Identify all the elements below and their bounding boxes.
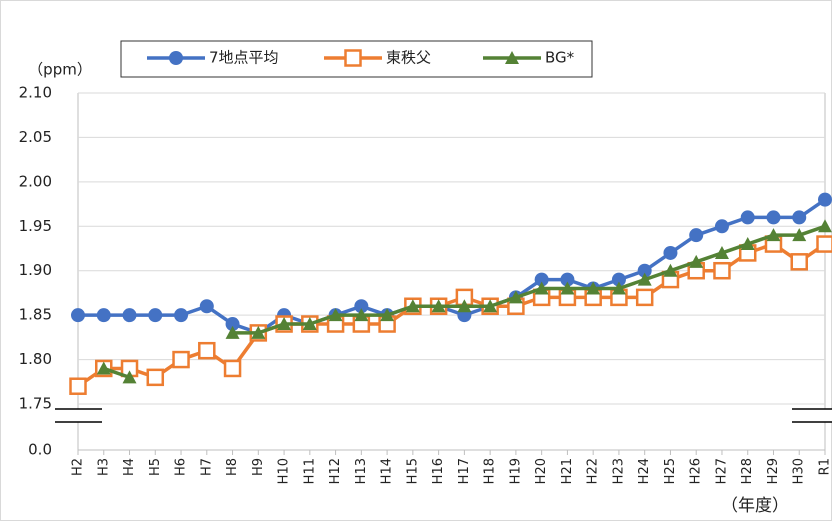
- x-tick-label: H16: [431, 458, 446, 484]
- y-tick-label: 1.85: [19, 306, 52, 324]
- y-axis-label: （ppm）: [28, 61, 92, 79]
- point: [71, 308, 85, 322]
- point: [148, 370, 163, 385]
- x-tick-label: H23: [611, 458, 626, 484]
- x-tick-label: H4: [122, 458, 137, 476]
- x-tick-label: H11: [302, 458, 317, 484]
- point: [818, 237, 832, 252]
- point: [123, 308, 137, 322]
- point: [766, 210, 780, 224]
- x-tick-label: H7: [199, 458, 214, 476]
- x-axis-label: （年度）: [721, 496, 789, 516]
- x-tick-label: H24: [637, 458, 652, 484]
- x-tick-label: H3: [96, 458, 111, 476]
- point: [792, 254, 807, 269]
- point: [199, 343, 214, 358]
- x-tick-label: H18: [483, 458, 498, 484]
- point: [97, 308, 111, 322]
- point: [637, 290, 652, 305]
- point: [225, 361, 240, 376]
- point: [663, 246, 677, 260]
- x-tick-label: H2: [71, 458, 86, 476]
- legend-marker: [169, 51, 183, 65]
- y-tick-label: 2.00: [19, 172, 52, 190]
- y-tick-label: 0.0: [28, 441, 52, 459]
- x-tick-label: H22: [586, 458, 601, 484]
- point: [741, 210, 755, 224]
- point: [148, 308, 162, 322]
- point: [714, 263, 729, 278]
- x-tick-label: H21: [560, 458, 575, 484]
- x-tick-label: H13: [354, 458, 369, 484]
- x-tick-label: H25: [663, 458, 678, 484]
- point: [174, 352, 189, 367]
- x-tick-label: H8: [225, 458, 240, 476]
- y-tick-label: 1.75: [19, 395, 52, 413]
- y-tick-label: 1.95: [19, 217, 52, 235]
- y-tick-label: 2.05: [19, 128, 52, 146]
- x-tick-label: H27: [714, 458, 729, 484]
- x-tick-label: H15: [405, 458, 420, 484]
- x-tick-label: H28: [740, 458, 755, 484]
- y-tick-label: 2.10: [19, 84, 52, 102]
- point: [792, 210, 806, 224]
- x-tick-label: H29: [766, 458, 781, 484]
- axis-break-gap: [792, 409, 832, 422]
- point: [174, 308, 188, 322]
- x-tick-label: H5: [148, 458, 163, 476]
- x-tick-label: R1: [818, 458, 832, 475]
- axis-break-gap: [55, 409, 102, 422]
- legend-marker: [346, 51, 361, 66]
- point: [200, 299, 214, 313]
- x-tick-label: H9: [251, 458, 266, 476]
- x-tick-label: H19: [508, 458, 523, 484]
- point: [71, 379, 86, 394]
- x-tick-label: H17: [457, 458, 472, 484]
- point: [715, 219, 729, 233]
- legend-label: BG*: [545, 49, 575, 67]
- x-tick-label: H10: [277, 458, 292, 484]
- x-tick-label: H20: [534, 458, 549, 484]
- x-tick-label: H14: [380, 458, 395, 484]
- x-tick-label: H30: [792, 458, 807, 484]
- x-tick-label: H12: [328, 458, 343, 484]
- y-tick-label: 1.80: [19, 350, 52, 368]
- y-tick-label: 1.90: [19, 261, 52, 279]
- x-tick-label: H26: [689, 458, 704, 484]
- legend-label: 7地点平均: [209, 49, 279, 67]
- point: [818, 193, 832, 207]
- x-tick-label: H6: [174, 458, 189, 476]
- legend-label: 東秩父: [386, 49, 431, 67]
- point: [689, 228, 703, 242]
